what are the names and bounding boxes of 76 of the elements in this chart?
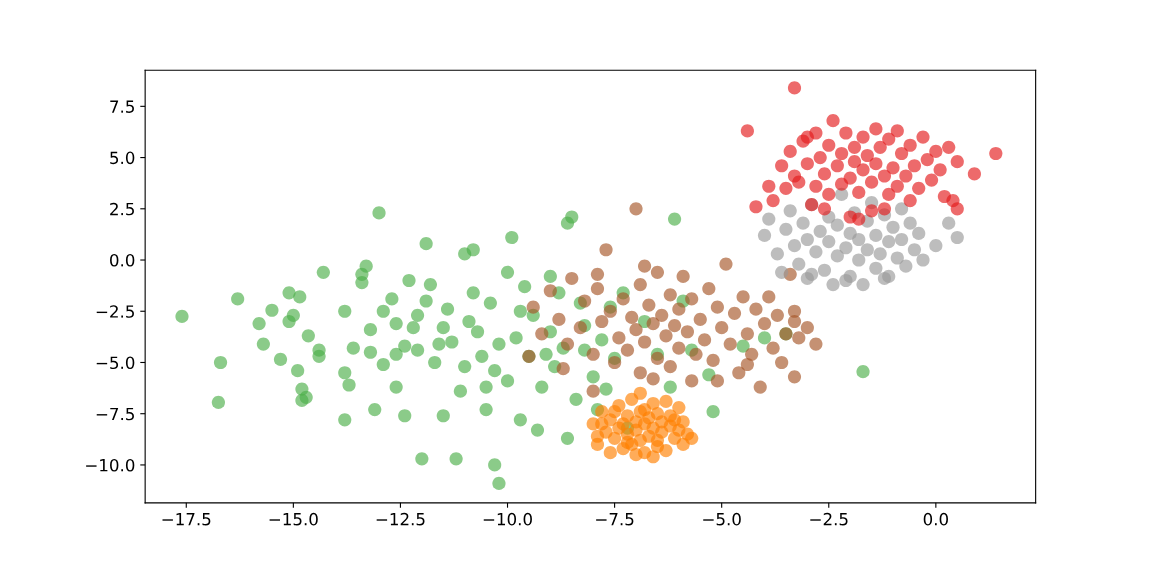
point (783, 204, 797, 218)
point (616, 417, 630, 431)
x-tick-label: −2.5 (810, 512, 848, 526)
point (770, 247, 784, 261)
point (916, 253, 930, 267)
y-tick-label: −5.0 (96, 356, 135, 370)
point (805, 267, 819, 281)
point (792, 257, 806, 271)
point (762, 212, 776, 226)
point (869, 228, 883, 243)
point (839, 273, 853, 288)
point (929, 239, 943, 253)
point (890, 251, 904, 265)
point (942, 216, 956, 230)
y-tick-label: 2.5 (110, 202, 134, 216)
y-tick-label: −10.0 (86, 458, 135, 472)
point (817, 263, 832, 277)
point (633, 405, 647, 419)
point (787, 239, 802, 253)
point (672, 400, 686, 415)
point (856, 278, 870, 292)
point (826, 278, 840, 292)
point (646, 450, 660, 464)
point (775, 265, 789, 279)
point (603, 446, 617, 460)
x-tick-label: −17.5 (162, 513, 211, 526)
point (852, 253, 866, 267)
point (646, 396, 660, 411)
point (894, 232, 909, 247)
point (809, 245, 823, 259)
point (830, 218, 844, 232)
point (894, 202, 909, 216)
y-tick-label: −7.5 (96, 407, 134, 421)
point (907, 243, 922, 257)
point (882, 234, 896, 249)
point (822, 234, 836, 249)
x-tick-label: −12.5 (376, 512, 425, 526)
point (950, 230, 964, 245)
y-tick-label: 0.0 (110, 253, 135, 267)
point (650, 433, 665, 447)
point (903, 216, 917, 230)
point (608, 431, 622, 445)
point (659, 444, 673, 458)
y-tick-label: 7.5 (110, 100, 134, 113)
point (800, 232, 814, 247)
point (608, 405, 622, 419)
x-tick-label: −10.0 (483, 512, 532, 526)
y-tick-label: 5.0 (110, 151, 135, 165)
point (830, 249, 844, 263)
point (595, 405, 609, 419)
point (595, 417, 609, 431)
x-tick-label: 0.0 (923, 512, 948, 526)
point (860, 243, 874, 257)
x-tick-label: −5.0 (703, 512, 741, 526)
point (912, 226, 926, 240)
point (852, 232, 866, 247)
point (899, 259, 913, 273)
point (877, 271, 892, 286)
point (667, 413, 682, 427)
x-tick-label: −7.5 (596, 513, 634, 526)
point (633, 386, 647, 400)
point (620, 435, 635, 449)
point (629, 448, 643, 462)
y-tick-label: −2.5 (96, 305, 134, 318)
x-tick-label: −15.0 (269, 512, 318, 526)
point (869, 261, 883, 275)
point (590, 429, 605, 443)
point (779, 222, 793, 236)
point (813, 224, 827, 238)
point (659, 394, 673, 408)
point (796, 216, 810, 230)
point (873, 247, 887, 261)
point (757, 228, 772, 243)
point (685, 431, 699, 445)
point (886, 220, 900, 234)
point (839, 241, 853, 255)
